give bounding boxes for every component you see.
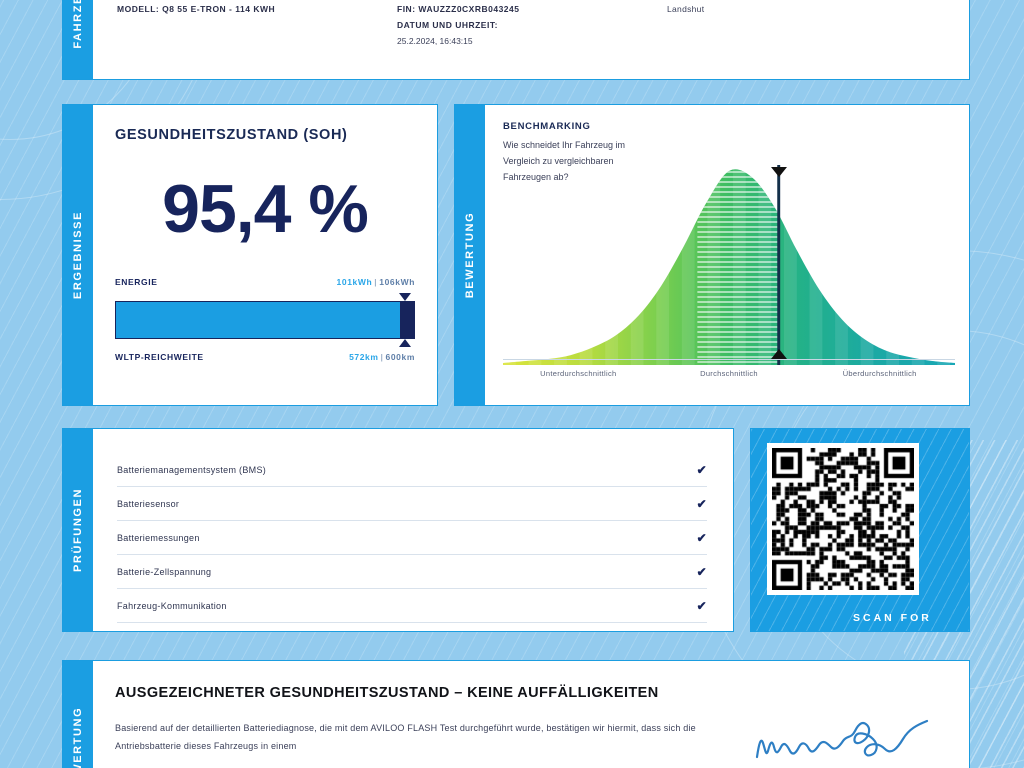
conclusion-text: Basierend auf der detaillierten Batterie… <box>115 723 696 751</box>
range-separator: | <box>380 352 384 362</box>
signature-image <box>755 719 929 759</box>
checks-card-body: Batteriemanagementsystem (BMS) ✔ Batteries… <box>93 429 733 631</box>
check-name: Batteriemanagementsystem (BMS) <box>117 464 267 475</box>
vehicle-datetime-label: DATUM UND UHRZEIT: <box>397 20 498 30</box>
benchmark-card: BEWERTUNG BENCHMARKING Wie schneidet Ihr… <box>454 104 970 406</box>
vehicle-vin-column: FIN: WAUZZZ0CXRB043245 DATUM UND UHRZEIT… <box>397 1 667 49</box>
tab-bewertung-bottom-label: BEWERTUNG <box>72 706 84 768</box>
checks-list: Batteriemanagementsystem (BMS) ✔ Batteries… <box>117 453 707 623</box>
vehicle-vin-label: FIN: <box>397 4 416 14</box>
vehicle-card: FAHRZEUG MODELL: Q8 55 e-tron - 114 kWh … <box>62 0 970 80</box>
energy-values: 101kWh | 106kWh <box>337 277 415 287</box>
conclusion-card-body: AUSGEZEICHNETER GESUNDHEITSZUSTAND – KEI… <box>93 661 969 768</box>
check-row: Batteriesensor ✔ <box>117 487 707 521</box>
check-row: Fahrzeug-Kommunikation ✔ <box>117 589 707 623</box>
vehicle-model-value: Q8 55 e-tron - 114 kWh <box>162 4 276 14</box>
range-values: 572km | 600km <box>349 352 415 362</box>
range-nominal: 600km <box>385 352 415 362</box>
check-row: Batteriemanagementsystem (BMS) ✔ <box>117 453 707 487</box>
check-row: Batterie-Zellspannung ✔ <box>117 555 707 589</box>
energy-meter: ENERGIE 101kWh | 106kWh WLTP-REICHWEITE 57… <box>115 277 415 362</box>
conclusion-card: BEWERTUNG AUSGEZEICHNETER GESUNDHEITSZUS… <box>62 660 970 768</box>
vehicle-datetime-value: 25.2.2024, 16:43:15 <box>397 36 473 46</box>
range-label: WLTP-REICHWEITE <box>115 352 204 362</box>
range-row: WLTP-REICHWEITE 572km | 600km <box>115 352 415 362</box>
tab-pruefungen[interactable]: PRÜFUNGEN <box>63 429 93 631</box>
soh-value: 95,4 % <box>162 171 369 247</box>
conclusion-title: AUSGEZEICHNETER GESUNDHEITSZUSTAND – KEI… <box>115 685 659 701</box>
tab-fahrzeug-label: FAHRZEUG <box>72 0 84 49</box>
tab-ergebnisse-label: ERGEBNISSE <box>72 210 84 300</box>
qr-scan-label-vertical: DETAILS <box>967 527 970 593</box>
tab-pruefungen-label: PRÜFUNGEN <box>72 487 84 573</box>
benchmark-card-body: BENCHMARKING Wie schneidet Ihr Fahrzeug … <box>485 105 969 405</box>
vehicle-location: Landshut <box>667 4 705 14</box>
benchmark-axis-label-1: Durchschnittlich <box>700 369 758 378</box>
tab-bewertung-bottom[interactable]: BEWERTUNG <box>63 661 93 768</box>
vehicle-vin-line: FIN: WAUZZZ0CXRB043245 <box>397 1 667 17</box>
tab-bewertung[interactable]: BEWERTUNG <box>455 105 485 405</box>
benchmark-axis-labels: Unterdurchschnittlich Durchschnittlich Übe… <box>503 369 955 378</box>
energy-bar-cap <box>400 302 414 338</box>
energy-nominal: 106kWh <box>379 277 415 287</box>
check-name: Fahrzeug-Kommunikation <box>117 600 227 611</box>
checks-card: PRÜFUNGEN Batteriemanagementsystem (BMS)… <box>62 428 734 632</box>
tab-ergebnisse[interactable]: ERGEBNISSE <box>63 105 93 405</box>
benchmark-subtitle: Wie schneidet Ihr Fahrzeug im Vergleich … <box>503 140 626 182</box>
energy-separator: | <box>374 277 378 287</box>
benchmark-axis-label-2: Überdurchschnittlich <box>842 369 917 378</box>
energy-current: 101kWh <box>336 277 373 287</box>
soh-card-body: GESUNDHEITSZUSTAND (SOH) 95,4 % ENERGIE … <box>93 105 437 405</box>
vehicle-model-column: MODELL: Q8 55 e-tron - 114 kWh <box>117 1 397 49</box>
check-name: Batterie-Zellspannung <box>117 566 212 577</box>
range-current: 572km <box>349 352 379 362</box>
vehicle-model-line: MODELL: Q8 55 e-tron - 114 kWh <box>117 1 397 17</box>
qr-code-image <box>772 448 914 590</box>
benchmark-title: BENCHMARKING <box>503 121 591 132</box>
benchmark-bell-curve-chart <box>503 165 955 365</box>
qr-card[interactable]: SCAN FOR DETAILS <box>750 428 970 632</box>
check-pass-icon: ✔ <box>696 462 707 477</box>
soh-card: ERGEBNISSE GESUNDHEITSZUSTAND (SOH) 95,4… <box>62 104 438 406</box>
check-name: Batteriemessungen <box>117 532 200 543</box>
check-pass-icon: ✔ <box>696 564 707 579</box>
qr-code[interactable] <box>767 443 919 595</box>
check-name: Batteriesensor <box>117 498 180 509</box>
check-pass-icon: ✔ <box>696 598 707 613</box>
energy-bar <box>115 293 415 347</box>
energy-marker-bottom-icon <box>399 339 412 347</box>
benchmark-marker-down-icon <box>770 167 787 177</box>
energy-row: ENERGIE 101kWh | 106kWh <box>115 277 415 287</box>
qr-scan-label-horizontal: SCAN FOR <box>853 612 932 624</box>
energy-label: ENERGIE <box>115 277 158 287</box>
energy-bar-fill <box>116 302 401 338</box>
tab-fahrzeug[interactable]: FAHRZEUG <box>63 0 93 79</box>
benchmark-axis-label-0: Unterdurchschnittlich <box>540 369 617 378</box>
benchmark-marker-up-icon <box>770 349 787 359</box>
energy-marker-top-icon <box>399 293 412 301</box>
vehicle-vin-value: WAUZZZ0CXRB043245 <box>418 4 520 14</box>
check-pass-icon: ✔ <box>696 530 707 545</box>
check-row: Batteriemessungen ✔ <box>117 521 707 555</box>
vehicle-card-body: MODELL: Q8 55 e-tron - 114 kWh FIN: WAUZ… <box>93 0 969 79</box>
vehicle-location-column: Landshut <box>667 1 887 49</box>
check-pass-icon: ✔ <box>696 496 707 511</box>
vehicle-model-label: MODELL: <box>117 4 160 14</box>
soh-title: GESUNDHEITSZUSTAND (SOH) <box>115 127 348 143</box>
certificate-sheet: FAHRZEUG MODELL: Q8 55 e-tron - 114 kWh … <box>28 0 996 768</box>
vehicle-info-grid: MODELL: Q8 55 e-tron - 114 kWh FIN: WAUZ… <box>117 1 957 49</box>
tab-bewertung-label: BEWERTUNG <box>464 211 476 299</box>
benchmark-axis-line <box>503 359 955 360</box>
